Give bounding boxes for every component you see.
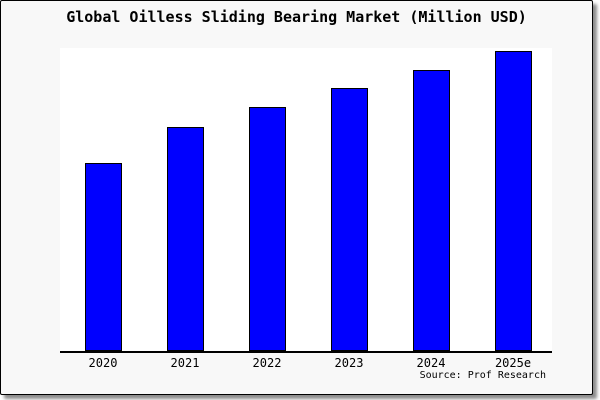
source-note: Source: Prof Research [419,370,546,381]
x-tick-label-2021: 2021 [170,356,200,370]
x-tick-label-2020: 2020 [88,356,118,370]
chart-title: Global Oilless Sliding Bearing Market (M… [66,8,527,26]
x-tick-label-2022: 2022 [252,356,282,370]
bar-2022 [248,107,286,351]
bar-2024 [412,70,450,351]
bar-2023 [330,88,368,351]
bar-2025e [494,51,532,351]
bar-2020 [84,163,122,351]
bar-2021 [166,127,204,351]
x-tick-label-2025e: 2025e [494,356,532,370]
x-tick-label-2023: 2023 [334,356,364,370]
plot-area [60,48,552,353]
chart-frame: Global Oilless Sliding Bearing Market (M… [0,0,593,395]
x-tick-label-2024: 2024 [416,356,446,370]
